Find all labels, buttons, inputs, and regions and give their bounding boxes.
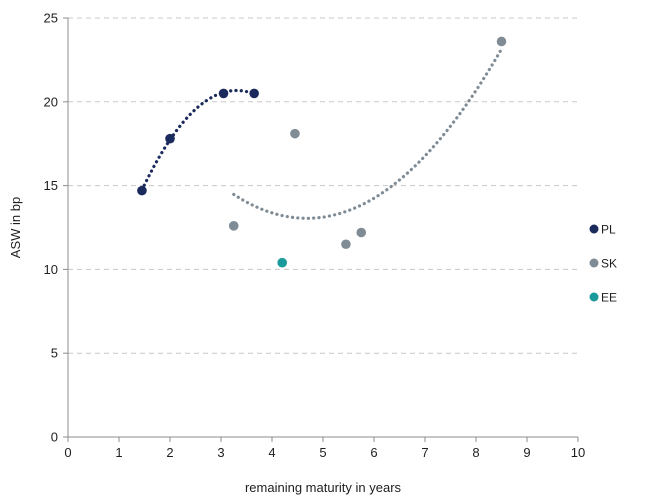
y-tick-label: 10 xyxy=(44,262,58,277)
labels-layer: remaining maturity in years ASW in bp xyxy=(8,197,402,495)
point-sk-1 xyxy=(290,128,300,139)
x-tick-label: 7 xyxy=(421,445,428,460)
axis-layer: 0 1 2 3 4 5 6 7 8 9 10 0 5 10 15 20 25 xyxy=(44,11,586,461)
trendline-layer xyxy=(140,47,504,220)
legend-label-ee: EE xyxy=(601,291,617,305)
x-axis-label: remaining maturity in years xyxy=(245,480,402,495)
x-tick-label: 4 xyxy=(268,445,275,460)
legend-marker-sk xyxy=(589,258,599,268)
x-tick-label: 3 xyxy=(217,445,224,460)
legend-marker-pl xyxy=(589,224,599,234)
point-pl-2 xyxy=(218,88,229,99)
point-pl-0 xyxy=(137,185,147,196)
x-tick-label: 2 xyxy=(166,445,173,460)
x-tick-label: 6 xyxy=(370,445,377,460)
y-tick-label: 20 xyxy=(44,94,58,109)
points-layer xyxy=(137,36,507,268)
x-tick-label: 0 xyxy=(64,445,71,460)
point-sk-0 xyxy=(228,221,239,231)
x-tick-label: 10 xyxy=(571,445,585,460)
point-ee-0 xyxy=(277,257,288,268)
legend-label-sk: SK xyxy=(601,257,617,271)
y-axis-label: ASW in bp xyxy=(8,197,23,258)
y-tick-label: 25 xyxy=(44,11,58,26)
x-tick-label: 9 xyxy=(523,445,530,460)
x-tick-label: 5 xyxy=(319,445,326,460)
legend: PL SK EE xyxy=(589,223,617,305)
legend-label-pl: PL xyxy=(601,223,616,237)
y-tick-label: 0 xyxy=(51,430,58,445)
grid-layer xyxy=(68,17,578,354)
point-sk-4 xyxy=(496,36,507,47)
x-tick-label: 8 xyxy=(472,445,479,460)
y-tick-label: 15 xyxy=(44,178,58,193)
trendline-pl xyxy=(140,88,256,192)
y-tick-label: 5 xyxy=(51,346,58,361)
x-tick-label: 1 xyxy=(115,445,122,460)
legend-marker-ee xyxy=(589,292,599,302)
point-pl-1 xyxy=(165,133,175,144)
trendline-sk xyxy=(232,47,504,220)
point-pl-3 xyxy=(249,88,259,99)
point-sk-2 xyxy=(341,239,351,250)
point-sk-3 xyxy=(356,227,367,238)
